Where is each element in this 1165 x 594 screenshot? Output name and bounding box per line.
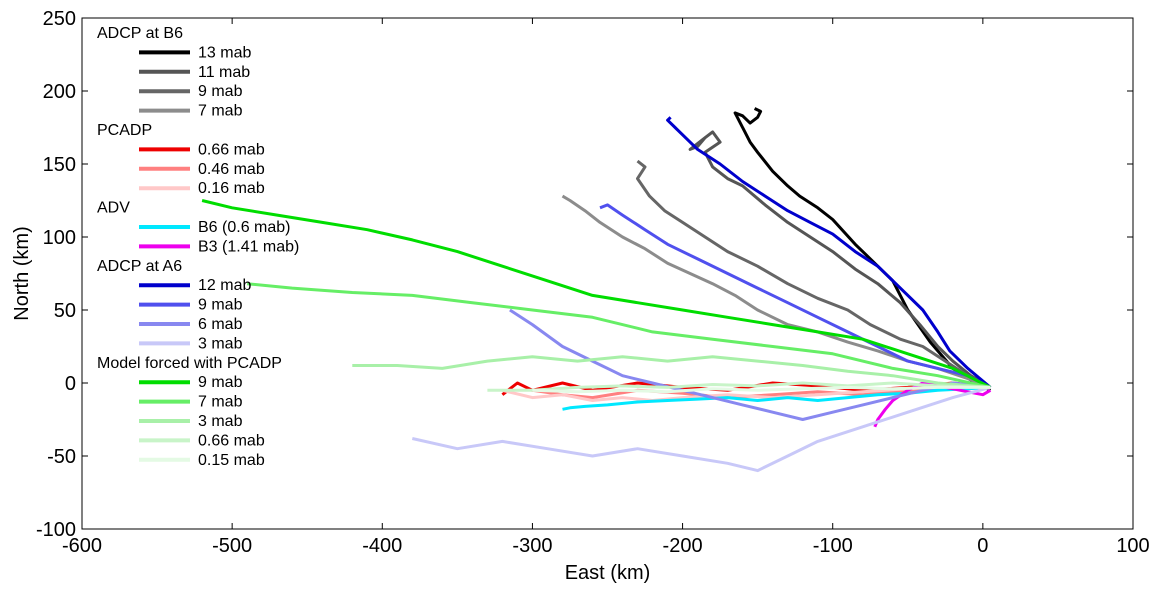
legend-entry-label: 0.66 mab bbox=[198, 432, 265, 449]
series-line-17 bbox=[532, 385, 991, 394]
series-line-0 bbox=[733, 107, 992, 392]
series-line-13 bbox=[201, 199, 992, 389]
legend-entry-label: 9 mab bbox=[198, 83, 243, 100]
series-line-12 bbox=[411, 385, 991, 473]
x-tick-label: 0 bbox=[977, 535, 988, 557]
legend-group-title: ADCP at A6 bbox=[97, 258, 182, 275]
legend-entry-label: 0.66 mab bbox=[198, 141, 265, 158]
series-line-9 bbox=[666, 116, 992, 389]
y-axis-label: North (km) bbox=[11, 226, 33, 320]
y-tick-label: -100 bbox=[36, 519, 76, 541]
y-tick-label: 100 bbox=[43, 227, 76, 249]
series-line-11 bbox=[509, 308, 991, 421]
legend-group-title: Model forced with PCADP bbox=[97, 355, 282, 372]
x-tick-label: -400 bbox=[362, 535, 402, 557]
legend-entry-label: 9 mab bbox=[198, 374, 243, 391]
legend-entry-label: 3 mab bbox=[198, 413, 243, 430]
y-tick-label: 150 bbox=[43, 154, 76, 176]
legend-entry-label: 6 mab bbox=[198, 316, 243, 333]
legend-group-title: PCADP bbox=[97, 122, 152, 139]
legend-entry-label: 0.16 mab bbox=[198, 180, 265, 197]
legend-entry-label: 7 mab bbox=[198, 103, 243, 120]
legend-entry-label: 9 mab bbox=[198, 297, 243, 314]
y-tick-label: 50 bbox=[54, 300, 76, 322]
x-tick-label: -300 bbox=[512, 535, 552, 557]
series-line-14 bbox=[247, 282, 991, 389]
series-lines bbox=[201, 107, 992, 473]
legend-group-title: ADV bbox=[97, 200, 130, 217]
legend-entry-label: 3 mab bbox=[198, 335, 243, 352]
legend-entry-label: 0.15 mab bbox=[198, 452, 265, 469]
axis-ticks: -600 -500 -400 -300 -200 -100 0 100-100-5005010… bbox=[36, 8, 1150, 557]
legend-entry-label: 13 mab bbox=[198, 44, 251, 61]
legend-entry-label: 11 mab bbox=[198, 64, 250, 81]
x-axis-label: East (km) bbox=[565, 562, 651, 584]
legend-entry-label: 7 mab bbox=[198, 394, 243, 411]
legend: ADCP at B6 13 mab 11 mab 9 mab 7 mab PCADP 0.6… bbox=[97, 25, 299, 469]
x-tick-label: -100 bbox=[813, 535, 853, 557]
plot-frame bbox=[81, 17, 1134, 530]
series-line-15 bbox=[352, 355, 991, 389]
legend-group-title: ADCP at B6 bbox=[97, 25, 183, 42]
y-tick-label: -50 bbox=[47, 446, 76, 468]
y-tick-label: 0 bbox=[65, 373, 76, 395]
legend-entry-label: B6 (0.6 mab) bbox=[198, 219, 290, 236]
series-line-16 bbox=[487, 381, 991, 392]
x-tick-label: -500 bbox=[212, 535, 252, 557]
x-tick-label: 100 bbox=[1116, 535, 1149, 557]
x-tick-label: -200 bbox=[663, 535, 703, 557]
series-line-1 bbox=[688, 130, 992, 389]
legend-entry-label: 12 mab bbox=[198, 277, 251, 294]
y-tick-label: 250 bbox=[43, 8, 76, 30]
legend-entry-label: 0.46 mab bbox=[198, 161, 265, 178]
series-line-10 bbox=[599, 203, 992, 389]
x-tick-label: -600 bbox=[62, 535, 102, 557]
series-line-2 bbox=[636, 159, 992, 389]
legend-entry-label: B3 (1.41 mab) bbox=[198, 238, 299, 255]
y-tick-label: 200 bbox=[43, 81, 76, 103]
